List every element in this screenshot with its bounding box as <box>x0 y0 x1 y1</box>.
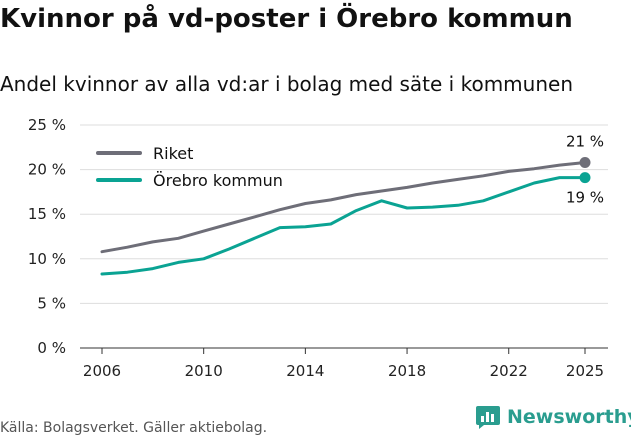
legend-label: Örebro kommun <box>153 171 283 190</box>
chart-subtitle: Andel kvinnor av alla vd:ar i bolag med … <box>0 72 573 96</box>
x-tick-label: 2006 <box>83 362 121 380</box>
x-tick-label: 2010 <box>185 362 223 380</box>
brand-logo: Newsworthy <box>475 404 631 430</box>
series-end-point <box>579 156 591 168</box>
series-line-orebro <box>100 176 587 276</box>
y-tick-label: 20 % <box>28 161 66 179</box>
x-tick-label: 2025 <box>566 362 604 380</box>
x-tick-label: 2022 <box>490 362 528 380</box>
end-value-label: 19 % <box>566 189 604 207</box>
y-tick-label: 25 % <box>28 116 66 134</box>
y-tick-label: 0 % <box>37 339 66 357</box>
legend-label: Riket <box>153 144 193 163</box>
source-note: Källa: Bolagsverket. Gäller aktiebolag. <box>0 420 268 436</box>
brand-name: Newsworthy <box>507 406 631 428</box>
series-line-riket <box>100 161 587 254</box>
x-tick-label: 2014 <box>286 362 324 380</box>
chart-title: Kvinnor på vd-poster i Örebro kommun <box>0 4 573 34</box>
newsworthy-logo-icon <box>476 406 500 429</box>
y-tick-label: 5 % <box>37 294 66 312</box>
end-value-label: 21 % <box>566 132 604 150</box>
series-end-point <box>579 172 591 184</box>
y-tick-label: 15 % <box>28 205 66 223</box>
y-tick-label: 10 % <box>28 250 66 268</box>
x-tick-label: 2018 <box>388 362 426 380</box>
